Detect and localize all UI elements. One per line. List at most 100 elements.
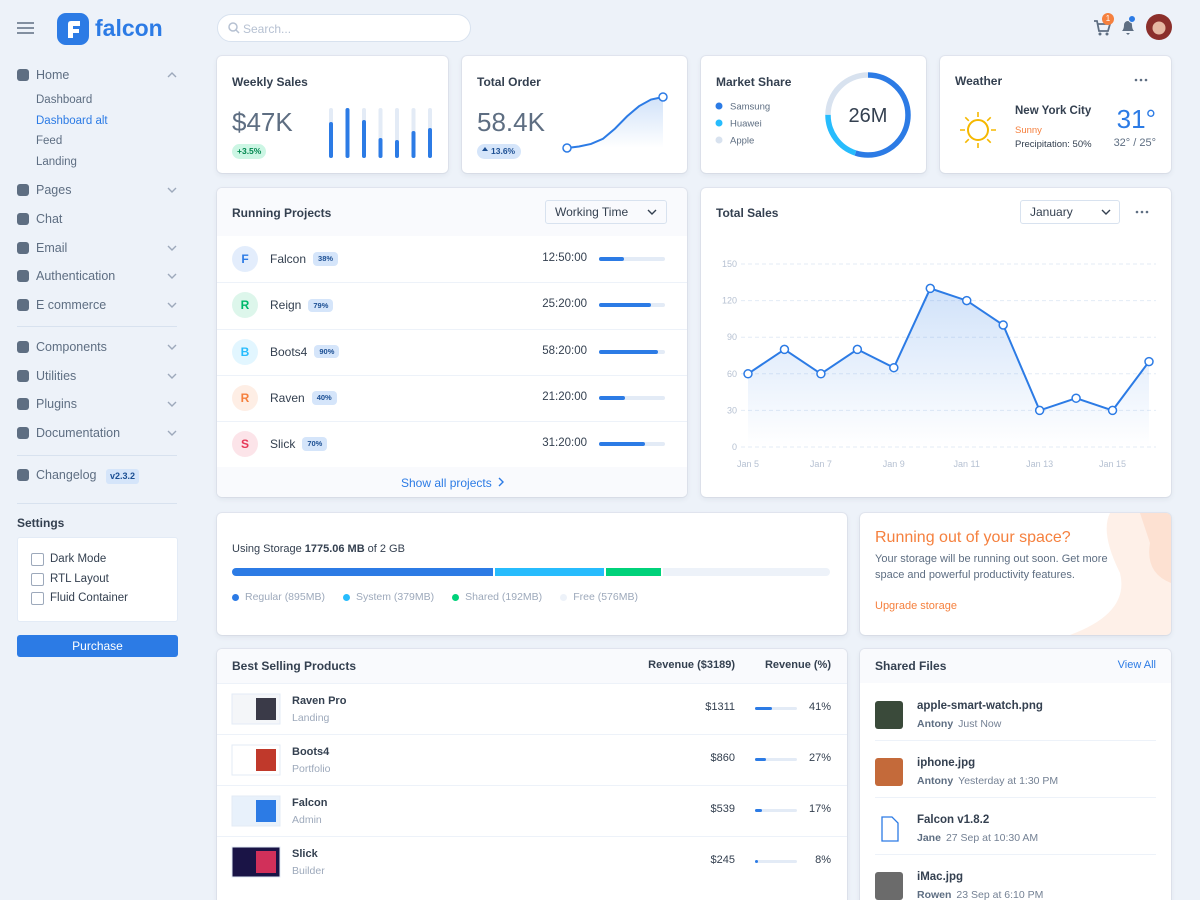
checkbox[interactable] <box>31 572 44 586</box>
project-avatar: R <box>232 292 258 319</box>
legend-dot <box>342 593 350 601</box>
legend-dot <box>452 593 460 601</box>
nav-link[interactable]: E commerce <box>36 298 107 312</box>
file-name[interactable]: iphone.jpg <box>917 757 976 769</box>
chart-svg <box>167 245 177 251</box>
checkbox[interactable] <box>31 553 44 566</box>
y-tick-label: 0 <box>732 442 737 452</box>
select[interactable]: January <box>1020 200 1120 224</box>
setting-label[interactable]: RTL Layout <box>50 572 109 585</box>
cart-wheel <box>1105 32 1109 36</box>
product-thumbnail <box>256 698 276 720</box>
share-track <box>755 706 797 710</box>
chart-svg[interactable] <box>1146 14 1172 40</box>
chart-svg <box>167 373 177 379</box>
caret-icon <box>167 72 177 78</box>
search-input[interactable]: Search... <box>217 14 471 42</box>
chart-svg[interactable] <box>1119 15 1137 36</box>
project-name[interactable]: Boots4 <box>270 344 308 359</box>
checkbox[interactable] <box>31 592 44 605</box>
file-meta: Rowen 23 Sep at 6:10 PM <box>917 889 1043 900</box>
setting-label[interactable]: Dark Mode <box>50 553 107 565</box>
nav-sublink[interactable]: Dashboard alt <box>36 115 108 127</box>
product-name[interactable]: Slick <box>292 848 318 860</box>
nav-link[interactable]: Email <box>36 241 68 255</box>
share-bar <box>755 757 767 761</box>
card-title: Weekly Sales <box>232 75 308 89</box>
bar <box>428 128 432 158</box>
bar-segment <box>232 568 493 576</box>
progress-badge: 38% <box>313 252 339 266</box>
product-name[interactable]: Falcon <box>292 797 328 809</box>
progress-bar <box>599 349 659 354</box>
storage-used: 1775.06 MB <box>304 543 365 555</box>
y-tick-label: 30 <box>727 405 737 415</box>
chart-svg <box>1101 209 1111 215</box>
show-all-link[interactable]: Show all projects <box>401 476 492 490</box>
file-name[interactable]: iMac.jpg <box>917 871 964 883</box>
progress-bar <box>599 395 626 400</box>
donut-segment <box>825 72 911 158</box>
nav-link[interactable]: Pages <box>36 183 72 197</box>
avatar-face <box>1152 21 1166 35</box>
project-time: 58:20:00 <box>542 344 587 357</box>
menu-dot <box>1144 78 1148 82</box>
menu-dot <box>1139 78 1143 82</box>
select[interactable]: Working Time <box>545 200 667 224</box>
chart-svg <box>875 701 903 729</box>
nav-link[interactable]: Changelog <box>36 468 97 482</box>
product-share: 8% <box>815 854 831 866</box>
nav-link[interactable]: Components <box>36 340 107 354</box>
setting-label[interactable]: Fluid Container <box>50 592 128 604</box>
upgrade-link[interactable]: Upgrade storage <box>875 600 957 612</box>
product-category: Portfolio <box>292 763 331 775</box>
chart-svg[interactable] <box>1134 73 1148 87</box>
chart-svg <box>17 427 29 439</box>
caret-icon <box>167 273 177 279</box>
nav-link[interactable]: Authentication <box>36 269 116 283</box>
file-name[interactable]: Falcon v1.8.2 <box>917 814 990 826</box>
line <box>566 96 664 149</box>
product-thumbnail <box>256 851 276 873</box>
nav-link[interactable]: Home <box>36 68 70 82</box>
temperature-range: 32° / 25° <box>1113 137 1156 149</box>
project-name[interactable]: Raven <box>270 390 305 405</box>
project-name[interactable]: Reign <box>270 298 302 313</box>
product-name[interactable]: Boots4 <box>292 746 330 758</box>
nav-link[interactable]: Chat <box>36 212 63 226</box>
chart-svg <box>228 22 240 34</box>
brand[interactable]: falcon <box>95 15 163 41</box>
purchase-button[interactable]: Purchase <box>17 635 178 657</box>
project-avatar: R <box>232 384 258 411</box>
y-tick-label: 60 <box>727 369 737 379</box>
product-name[interactable]: Raven Pro <box>292 695 347 707</box>
nav-sublink[interactable]: Landing <box>36 156 77 168</box>
separator <box>17 326 177 327</box>
nav-link[interactable]: Utilities <box>36 369 77 383</box>
nav-sublink[interactable]: Feed <box>36 135 63 147</box>
file-name[interactable]: apple-smart-watch.png <box>917 700 1043 712</box>
x-tick-label: Jan 15 <box>1099 459 1126 469</box>
caret-icon <box>167 245 177 251</box>
nav-link[interactable]: Plugins <box>36 397 77 411</box>
legend-item: Regular (895MB) <box>232 591 325 603</box>
chart-svg: 0 30 60 90 120 150 Jan 5 Jan 7 Jan 9 Jan 11 Jan 13… <box>722 259 1156 469</box>
project-name[interactable]: Slick <box>270 437 296 452</box>
row-divider <box>875 854 1156 855</box>
nav-sublink[interactable]: Dashboard <box>36 94 93 106</box>
version-badge: v2.3.2 <box>106 469 140 484</box>
chart-svg[interactable] <box>1135 205 1149 219</box>
project-name[interactable]: Falcon <box>270 252 307 266</box>
city: New York City <box>1015 105 1092 117</box>
nav-link[interactable]: Documentation <box>36 426 121 440</box>
product-category: Landing <box>292 712 330 724</box>
chart-svg <box>17 398 29 410</box>
caret-icon <box>167 373 177 379</box>
row-divider <box>875 740 1156 741</box>
view-all-link[interactable]: View All <box>1117 659 1156 671</box>
progress-bar <box>599 257 625 261</box>
chart-svg <box>17 370 29 382</box>
up-icon <box>482 147 488 151</box>
storage-prefix: Using Storage <box>232 543 302 555</box>
chart-svg <box>562 92 668 153</box>
